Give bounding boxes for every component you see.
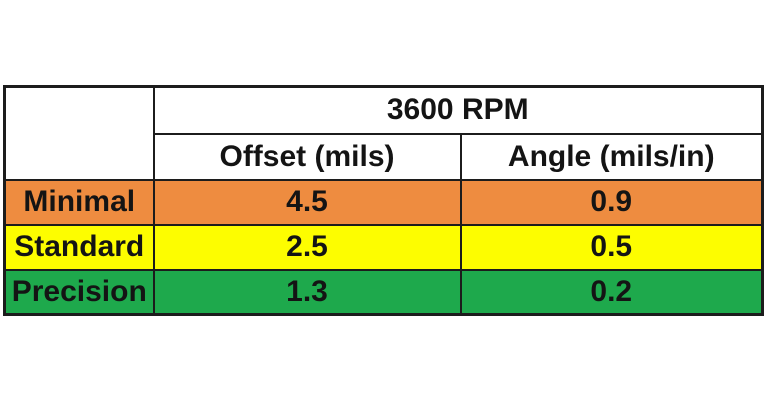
rpm-header-row: 3600 RPM xyxy=(3,85,764,181)
column-header-row: Offset (mils) Angle (mils/in) xyxy=(5,132,764,181)
rpm-header-cell: 3600 RPM xyxy=(152,85,764,135)
tolerance-table: 3600 RPM Offset (mils) Angle (mils/in) M… xyxy=(3,85,764,316)
offset-column-header: Offset (mils) xyxy=(152,132,462,181)
table-row-standard: Standard 2.5 0.5 xyxy=(3,223,764,271)
table-row-minimal: Minimal 4.5 0.9 xyxy=(3,178,764,226)
standard-angle-value: 0.5 xyxy=(459,223,764,271)
precision-angle-value: 0.2 xyxy=(459,268,764,316)
minimal-offset-value: 4.5 xyxy=(152,178,462,226)
precision-offset-value: 1.3 xyxy=(152,268,462,316)
row-label-minimal: Minimal xyxy=(3,178,155,226)
row-label-precision: Precision xyxy=(3,268,155,316)
standard-offset-value: 2.5 xyxy=(152,223,462,271)
table-row-precision: Precision 1.3 0.2 xyxy=(3,268,764,316)
row-label-standard: Standard xyxy=(3,223,155,271)
angle-column-header: Angle (mils/in) xyxy=(459,132,764,181)
corner-cell xyxy=(3,85,155,181)
minimal-angle-value: 0.9 xyxy=(459,178,764,226)
